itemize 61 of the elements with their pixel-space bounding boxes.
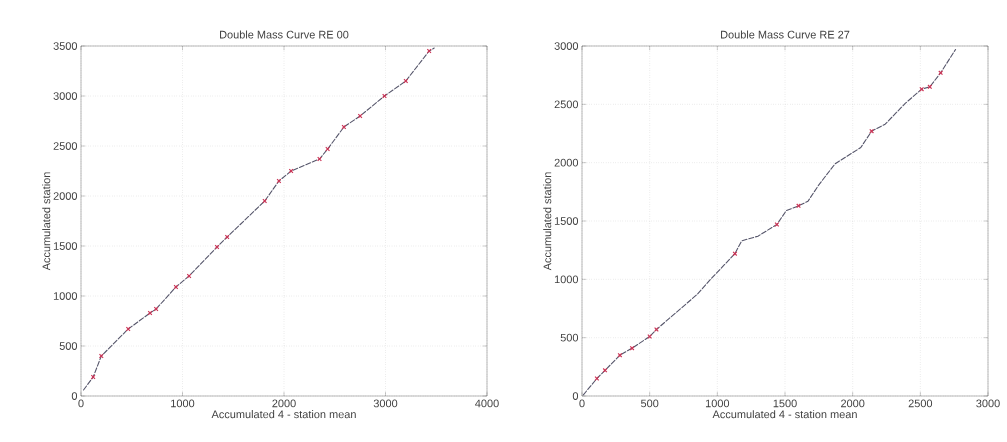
point <box>426 48 432 54</box>
y-tick-label: 2000 <box>554 158 579 167</box>
y-tick-label: 1000 <box>554 275 579 284</box>
y-axis-title: Accumulated station <box>42 172 51 271</box>
y-tick-label: 1500 <box>53 242 78 250</box>
x-tick-label: 1000 <box>171 399 195 408</box>
point <box>341 124 347 130</box>
x-tick-label: 4000 <box>475 399 499 408</box>
y-tick-label: 500 <box>59 342 78 350</box>
y-axis-title: Accumulated station <box>543 172 552 271</box>
point <box>98 353 104 359</box>
point <box>796 203 801 209</box>
y-tick-label: 2500 <box>554 100 579 109</box>
y-tick-label: 2500 <box>53 142 78 150</box>
x-tick-label: 1000 <box>705 399 730 408</box>
y-tick-label: 3500 <box>53 42 78 50</box>
point <box>317 156 322 162</box>
y-tick-label: 1000 <box>53 292 78 300</box>
point <box>288 168 294 174</box>
point <box>153 306 159 312</box>
y-tick-label: 0 <box>71 392 78 400</box>
y-tick-label: 2000 <box>53 192 78 200</box>
x-tick-label: 500 <box>640 399 659 408</box>
x-tick-label: 3000 <box>373 399 398 408</box>
x-tick-label: 2000 <box>272 399 296 408</box>
y-tick-label: 0 <box>572 392 579 400</box>
x-axis-title: Accumulated 4 - station mean <box>712 410 857 419</box>
point <box>938 70 944 76</box>
line-series <box>582 48 957 396</box>
point <box>125 326 131 332</box>
chart-title: Double Mass Curve RE 27 <box>721 30 850 39</box>
point <box>382 93 387 99</box>
point <box>919 86 925 92</box>
x-tick-label: 3000 <box>976 399 1000 408</box>
y-tick-label: 3000 <box>554 42 579 50</box>
point <box>774 222 780 227</box>
x-tick-label: 0 <box>78 399 84 408</box>
point <box>602 367 608 373</box>
point <box>732 251 738 257</box>
point <box>403 78 409 84</box>
x-tick-label: 1500 <box>773 399 797 408</box>
point <box>594 376 600 381</box>
point <box>647 334 653 339</box>
line-series <box>82 47 435 391</box>
point <box>262 198 268 204</box>
point <box>869 128 875 134</box>
y-tick-label: 500 <box>560 333 579 342</box>
x-tick-label: 2000 <box>841 399 865 408</box>
x-tick-label: 2500 <box>908 399 933 408</box>
point <box>629 345 635 351</box>
point <box>90 374 96 380</box>
point <box>325 146 331 152</box>
point <box>224 234 230 240</box>
x-tick-label: 0 <box>579 399 585 408</box>
y-tick-label: 3000 <box>53 92 78 100</box>
point <box>173 284 179 290</box>
point <box>186 273 192 279</box>
y-tick-label: 1500 <box>554 217 579 225</box>
chart-title: Double Mass Curve RE 00 <box>220 30 349 39</box>
point <box>357 113 363 119</box>
x-axis-title: Accumulated 4 - station mean <box>211 410 356 419</box>
